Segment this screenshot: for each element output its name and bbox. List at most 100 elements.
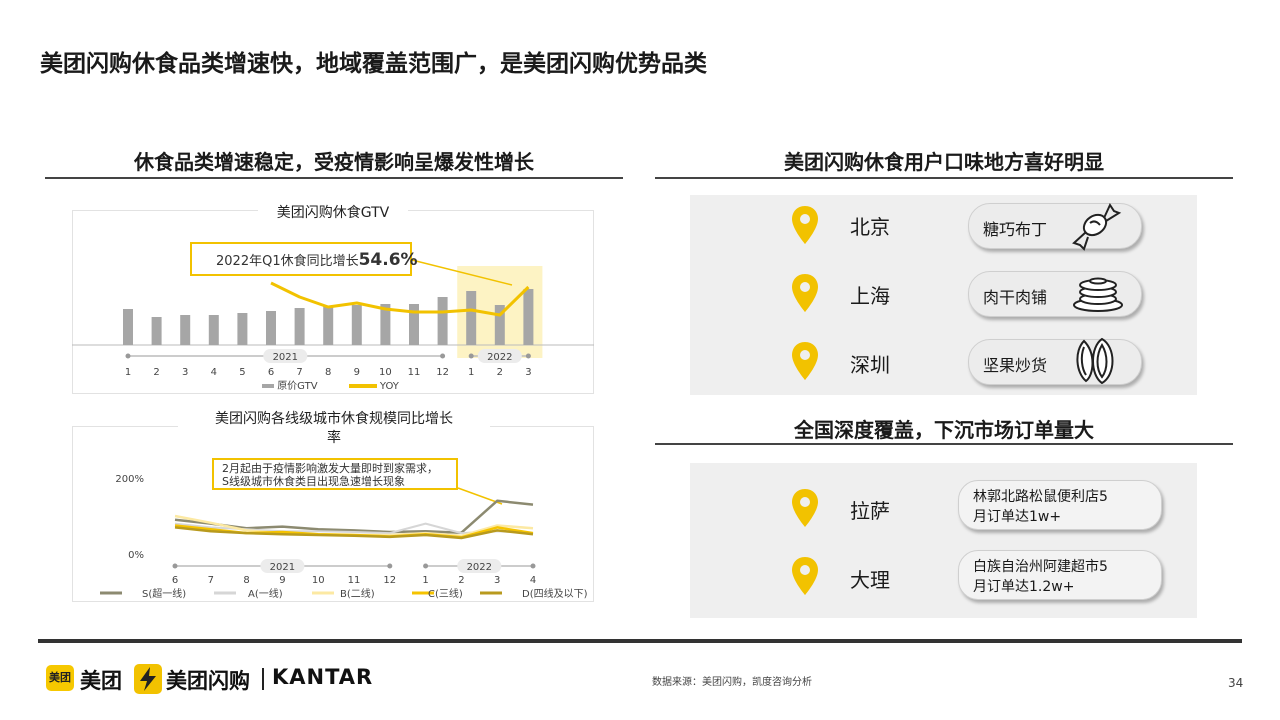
gtv-bar xyxy=(208,315,219,345)
coverage-city: 拉萨 xyxy=(850,499,890,523)
year-group-start-dot xyxy=(125,353,131,359)
month-tick-label: 4 xyxy=(211,367,217,378)
location-pin-icon xyxy=(792,489,818,527)
taste-food: 糖巧布丁 xyxy=(983,220,1048,239)
footer-rule xyxy=(38,639,1242,643)
candy-icon xyxy=(1072,202,1122,251)
nut-icon xyxy=(1076,337,1114,385)
gtv-bar xyxy=(380,304,391,345)
taste-section-heading: 美团闪购休食用户口味地方喜好明显 xyxy=(784,150,1104,174)
month-tick-label: 4 xyxy=(530,575,536,586)
month-tick-label: 7 xyxy=(296,367,302,378)
legend-line-swatch xyxy=(348,384,377,388)
month-tick-label: 12 xyxy=(436,367,449,378)
taste-city: 深圳 xyxy=(850,353,890,377)
gtv-bar xyxy=(466,291,477,345)
coverage-store-line1: 白族自治州阿建超市5 xyxy=(973,559,1108,575)
kantar-logo: KANTAR xyxy=(272,665,374,689)
callout-connector xyxy=(457,487,503,505)
month-tick-label: 3 xyxy=(525,367,531,378)
coverage-store-line2: 月订单达1.2w+ xyxy=(973,579,1075,595)
year-group-start-dot xyxy=(172,563,178,569)
month-tick-label: 12 xyxy=(383,575,396,586)
lightning-icon xyxy=(134,664,162,694)
legend-line-label: YOY xyxy=(379,381,399,392)
month-tick-label: 1 xyxy=(422,575,428,586)
month-tick-label: 8 xyxy=(325,367,331,378)
city-tier-chart-title: 美团闪购各线级城市休食规模同比增长 率 xyxy=(178,410,490,448)
taste-rows: 北京 糖巧布丁 上海 肉干肉铺 深圳 坚果炒货 xyxy=(690,195,1197,395)
month-tick-label: 3 xyxy=(494,575,500,586)
year-label-pill xyxy=(260,559,305,573)
page-number: 34 xyxy=(1228,676,1244,690)
legend-label: B(二线) xyxy=(340,587,375,600)
month-tick-label: 8 xyxy=(243,575,249,586)
legend-label: S(超一线) xyxy=(142,587,186,600)
month-tick-label: 6 xyxy=(172,575,178,586)
gtv-bar xyxy=(409,304,419,345)
gtv-bar xyxy=(151,317,162,345)
coverage-store-card: 白族自治州阿建超市5 月订单达1.2w+ xyxy=(958,550,1162,600)
month-tick-label: 5 xyxy=(239,367,245,378)
location-pin-icon xyxy=(792,557,818,595)
callout-connector xyxy=(411,259,513,286)
location-pin-icon xyxy=(792,206,818,244)
tier-series-line xyxy=(174,526,534,540)
month-tick-label: 2 xyxy=(458,575,464,586)
month-tick-label: 6 xyxy=(268,367,274,378)
coverage-city: 大理 xyxy=(850,568,890,592)
year-group-start-dot xyxy=(468,353,474,359)
month-tick-label: 1 xyxy=(125,367,131,378)
gtv-bar xyxy=(266,311,276,345)
month-tick-label: 11 xyxy=(348,575,361,586)
month-tick-label: 7 xyxy=(208,575,214,586)
coverage-heading-rule xyxy=(655,443,1233,445)
year-label: 2022 xyxy=(467,562,492,573)
legend-label: A(一线) xyxy=(248,587,283,600)
gtv-bar xyxy=(123,309,133,345)
gtv-bar xyxy=(237,313,248,345)
city-tier-chart-frame xyxy=(72,426,594,602)
month-tick-label: 10 xyxy=(379,367,392,378)
gtv-chart-title: 美团闪购休食GTV xyxy=(258,202,408,222)
pancake-icon xyxy=(1073,277,1123,312)
year-label-pill xyxy=(263,349,308,363)
taste-food: 坚果炒货 xyxy=(983,356,1048,375)
taste-heading-rule xyxy=(655,177,1233,179)
coverage-section-heading: 全国深度覆盖，下沉市场订单量大 xyxy=(794,418,1094,442)
gtv-bar xyxy=(523,289,534,345)
month-tick-label: 2 xyxy=(497,367,503,378)
month-tick-label: 10 xyxy=(312,575,325,586)
month-tick-label: 11 xyxy=(408,367,421,378)
meituan-flash-logo-text: 美团闪购 xyxy=(166,669,250,693)
gtv-legend: 原价GTV YOY xyxy=(262,377,399,392)
month-tick-label: 9 xyxy=(279,575,285,586)
city-tier-title-line2: 率 xyxy=(327,430,341,446)
taste-food: 肉干肉铺 xyxy=(983,288,1048,307)
coverage-store-card: 林郭北路松鼠便利店5 月订单达1w+ xyxy=(958,480,1162,530)
coverage-store-line2: 月订单达1w+ xyxy=(973,509,1062,525)
gtv-bar xyxy=(437,297,448,345)
year-group-start-dot xyxy=(423,563,429,569)
legend-label: C(三线) xyxy=(428,587,463,600)
gtv-bar xyxy=(294,308,305,345)
left-heading-rule xyxy=(45,177,623,179)
city-tier-callout: 2月起由于疫情影响激发大量即时到家需求， S线级城市休食类目出现急速增长现象 xyxy=(212,458,458,490)
gtv-callout-prefix: 2022年Q1休食同比增长 xyxy=(216,254,359,269)
legend-label: D(四线及以下) xyxy=(522,587,588,600)
logo-divider xyxy=(262,668,264,690)
coverage-rows: 拉萨 林郭北路松鼠便利店5 月订单达1w+ 大理 白族自治州阿建超市5 月订单达… xyxy=(690,463,1197,618)
gtv-bar xyxy=(351,305,362,345)
month-tick-label: 3 xyxy=(182,367,188,378)
gtv-callout: 2022年Q1休食同比增长54.6% xyxy=(190,242,418,276)
legend-bar-swatch xyxy=(262,384,274,388)
y-tick-label: 200% xyxy=(115,474,144,485)
meituan-logo-icon: 美团 xyxy=(46,665,74,691)
city-tier-callout-line2: S线级城市休食类目出现急速增长现象 xyxy=(222,475,405,488)
location-pin-icon xyxy=(792,274,818,312)
gtv-bar xyxy=(494,305,505,345)
left-section-heading: 休食品类增速稳定，受疫情影响呈爆发性增长 xyxy=(134,150,534,174)
page-title: 美团闪购休食品类增速快，地域覆盖范围广，是美团闪购优势品类 xyxy=(40,51,707,77)
y-tick-label: 0% xyxy=(128,550,144,561)
